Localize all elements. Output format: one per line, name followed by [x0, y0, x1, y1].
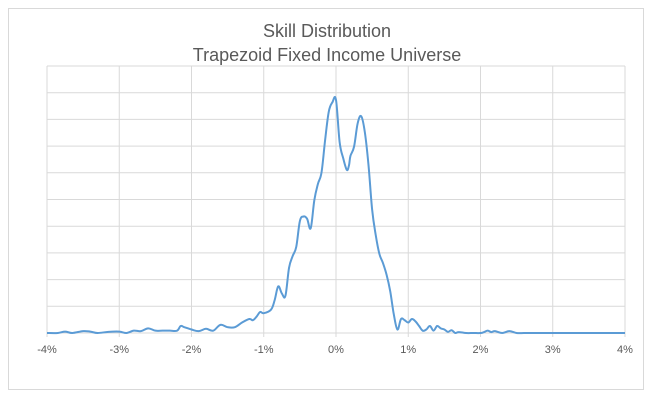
x-tick-label: -3% [109, 344, 129, 356]
chart-subtitle: Trapezoid Fixed Income Universe [193, 45, 461, 65]
x-tick-label: 2% [473, 344, 489, 356]
series-layer [46, 96, 625, 335]
x-tick-label: -4% [37, 344, 57, 356]
x-tick-label: -2% [182, 344, 202, 356]
x-tick-label: 4% [617, 344, 633, 356]
x-tick-label: 1% [400, 344, 416, 356]
horizontal-gridlines [47, 65, 625, 307]
x-tick-label: -1% [254, 344, 274, 356]
x-tick-label: 0% [328, 344, 344, 356]
series-line [46, 96, 625, 335]
chart-title: Skill Distribution [263, 21, 391, 41]
x-axis-tick-labels: -4% -3% -2% -1% 0% 1% 2% 3% 4% [37, 333, 633, 356]
x-tick-label: 3% [545, 344, 561, 356]
